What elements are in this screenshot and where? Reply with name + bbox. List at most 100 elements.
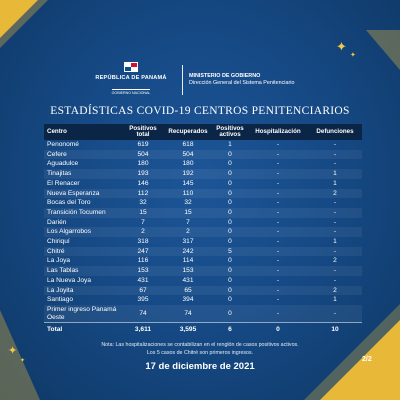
decor-corner-top-right — [366, 30, 400, 70]
table-row: Chiriquí 318 317 0 - 1 — [44, 237, 362, 247]
cell-positivos: 180 — [137, 160, 149, 168]
cell-recuperados: 504 — [164, 149, 212, 160]
cell-positivos: 67 — [122, 285, 164, 296]
cell-hospitalizacion: - — [248, 149, 308, 160]
cell-centro: Nueva Esperanza — [44, 188, 122, 199]
cell-recuperados: 394 — [182, 296, 194, 304]
cell-positivos: 112 — [122, 188, 164, 199]
sparkle-icon: ✦ — [336, 39, 347, 54]
cell-recuperados: 242 — [164, 246, 212, 257]
cell-activos: 0 — [212, 188, 248, 199]
cell-centro: Chitré — [44, 246, 122, 257]
sparkle-icon: ✦ — [350, 52, 356, 59]
report-date: 17 de diciembre de 2021 — [145, 361, 255, 372]
cell-hospitalizacion: - — [248, 304, 308, 323]
cell-activos: 0 — [212, 207, 248, 218]
cell-hospitalizacion: - — [248, 227, 308, 238]
total-recuperados: 3,595 — [164, 322, 212, 336]
cell-positivos: 116 — [137, 257, 149, 265]
cell-defunciones: - — [308, 304, 362, 323]
cell-defunciones: 2 — [308, 188, 362, 199]
cell-centro: Cefere — [44, 149, 122, 160]
header-hospitalizacion: Hospitalización — [248, 124, 308, 140]
sparkle-icon: ✦ — [20, 358, 26, 364]
cell-activos: 0 — [228, 276, 232, 284]
cell-activos: 0 — [212, 285, 248, 296]
cell-centro: Darién — [47, 218, 67, 226]
footnote-line-1: Nota: Las hospitalizaciones se contabili… — [101, 342, 299, 348]
cell-hospitalizacion: - — [248, 188, 308, 199]
cell-defunciones: 1 — [333, 238, 337, 246]
cell-defunciones: 2 — [333, 257, 337, 265]
cell-activos: 0 — [212, 227, 248, 238]
cell-centro: La Nueva Joya — [47, 276, 91, 284]
cell-positivos: 2 — [122, 227, 164, 238]
cell-activos: 0 — [228, 199, 232, 207]
table-row: La Nueva Joya 431 431 0 - - — [44, 276, 362, 286]
cell-hospitalizacion: - — [248, 266, 308, 276]
cell-positivos: 431 — [137, 276, 149, 284]
cell-defunciones: - — [308, 227, 362, 238]
table-body: Penonomé 619 618 1- - Cefere 504 504 0- - Aguadulc… — [44, 140, 362, 336]
cell-centro: Bocas del Toro — [47, 199, 91, 207]
cell-centro: La Joyita — [44, 285, 122, 296]
cell-defunciones: 1 — [333, 179, 337, 187]
cell-defunciones: - — [333, 141, 337, 148]
cell-activos: 0 — [228, 179, 232, 187]
cell-positivos: 395 — [137, 296, 149, 304]
panama-flag-icon — [124, 61, 138, 72]
cell-centro: Transición Tocumen — [44, 207, 122, 218]
table-total-row: Total 3,611 3,595 6 0 10 — [44, 322, 362, 336]
cell-hospitalizacion: - — [276, 179, 280, 187]
cell-defunciones: - — [308, 246, 362, 257]
cell-positivos: 153 — [122, 266, 164, 276]
cell-centro: Las Tablas — [44, 266, 122, 276]
cell-positivos: 32 — [139, 199, 147, 207]
page-title: ESTADÍSTICAS COVID-19 CENTROS PENITENCIA… — [50, 105, 350, 117]
cell-recuperados: 317 — [182, 238, 194, 246]
cell-centro: Santiago — [47, 296, 74, 304]
table-row: Primer ingreso Panamá Oeste 74 74 0- - — [44, 304, 362, 323]
header-defunciones: Defunciones — [308, 124, 362, 140]
cell-defunciones: - — [308, 207, 362, 218]
cell-centro: La Joya — [47, 257, 71, 265]
cell-activos: 0 — [212, 149, 248, 160]
header: REPÚBLICA DE PANAMÁ GOBIERNO NACIONAL MI… — [86, 60, 326, 100]
cell-hospitalizacion: - — [276, 238, 280, 246]
cell-centro: Chiriquí — [47, 238, 70, 246]
cell-activos: 0 — [212, 304, 248, 323]
cell-recuperados: 32 — [184, 199, 192, 207]
cell-defunciones: - — [333, 160, 337, 168]
republic-name: REPÚBLICA DE PANAMÁ — [95, 74, 167, 81]
cell-hospitalizacion: - — [276, 141, 280, 148]
cell-defunciones: - — [333, 218, 337, 226]
header-positivos: Positivos total — [122, 124, 164, 140]
table-row: Santiago 395 394 0 - 1 — [44, 295, 362, 305]
cell-activos: 0 — [228, 296, 232, 304]
cell-defunciones: 1 — [333, 296, 337, 304]
decor-corner-bottom-left — [0, 310, 40, 400]
cell-positivos: 504 — [122, 149, 164, 160]
cell-recuperados: 180 — [182, 160, 194, 168]
cell-activos: 0 — [228, 257, 232, 265]
total-hospitalizacion: 0 — [248, 322, 308, 336]
cell-recuperados: 114 — [182, 257, 194, 265]
cell-recuperados: 110 — [164, 188, 212, 199]
cell-recuperados: 431 — [182, 276, 194, 284]
cell-defunciones: - — [308, 149, 362, 160]
table-header-row: Centro Positivos total Recuperados Posit… — [44, 124, 362, 140]
total-centro: Total — [44, 322, 122, 336]
page-number: 2/2 — [362, 356, 372, 363]
footnote: Nota: Las hospitalizaciones se contabili… — [0, 342, 400, 357]
header-divider — [182, 65, 183, 95]
table-row: Cefere 504 504 0- - — [44, 149, 362, 160]
cell-hospitalizacion: - — [276, 160, 280, 168]
cell-centro: Penonomé — [47, 141, 79, 148]
table-row: La Joyita 67 65 0-2 — [44, 285, 362, 296]
cell-centro: El Renacer — [47, 179, 80, 187]
government-name: GOBIERNO NACIONAL — [111, 88, 151, 95]
header-centro: Centro — [44, 124, 122, 140]
cell-recuperados: 618 — [182, 141, 194, 148]
cell-recuperados: 145 — [182, 179, 194, 187]
cell-hospitalizacion: - — [248, 285, 308, 296]
